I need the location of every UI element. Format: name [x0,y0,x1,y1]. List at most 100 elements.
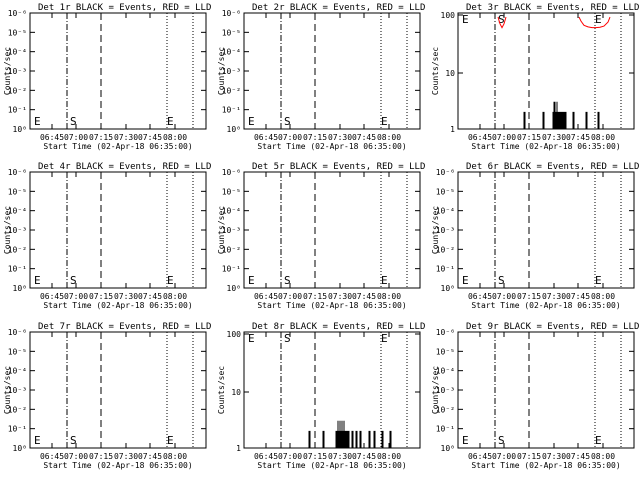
event-marker-label: S [498,434,505,447]
x-tick-label: 07:30 [542,452,566,461]
panel-title: Det 5r BLACK = Events, RED = LLD [252,162,425,172]
event-marker-label: E [462,434,469,447]
event-marker-label: E [381,332,388,345]
x-tick-label: 07:00 [64,452,88,461]
y-tick-label: 1 [236,444,241,453]
x-tick-label: 06:45 [254,452,278,461]
x-tick-label: 07:30 [114,133,138,142]
y-tick-label: 10⁻⁶ [8,168,27,177]
plot-frame [457,171,635,289]
y-tick-label: 10⁻⁴ [8,207,27,216]
event-marker-label: E [34,274,41,287]
y-tick-label: 10⁻² [8,245,27,254]
x-tick-label: 08:00 [163,292,187,301]
x-tick-label: 07:45 [138,452,162,461]
event-marker-label: E [595,274,602,287]
x-tick-label: 07:15 [89,133,113,142]
plot-frame [29,331,207,449]
x-tick-label: 07:00 [64,292,88,301]
y-tick-label: 10⁻⁴ [8,367,27,376]
y-tick-label: 10⁻³ [436,226,455,235]
y-tick-label: 10 [231,388,241,397]
y-tick-label: 10⁻² [436,405,455,414]
x-tick-label: 06:45 [468,133,492,142]
x-tick-label: 06:45 [40,133,64,142]
x-tick-label: 08:00 [377,292,401,301]
x-tick-label: 08:00 [377,452,401,461]
plot-frame [243,331,421,449]
x-tick-label: 06:45 [40,452,64,461]
y-tick-label: 10⁻⁴ [436,367,455,376]
y-tick-label: 10⁻² [222,245,241,254]
y-tick-label: 10⁻³ [436,386,455,395]
y-axis-label: Counts/sec [3,47,12,95]
event-marker-label: E [34,115,41,128]
x-axis-label: Start Time (02-Apr-18 06:35:00) [471,461,620,470]
x-tick-label: 07:45 [352,452,376,461]
x-tick-label: 06:45 [40,292,64,301]
data-series-line [523,101,600,130]
y-axis-label: Counts/sec [431,47,440,95]
y-tick-label: 10⁻¹ [222,265,241,274]
x-axis-label: Start Time (02-Apr-18 06:35:00) [471,301,620,310]
x-tick-label: 07:15 [303,452,327,461]
y-tick-label: 10⁻¹ [222,106,241,115]
event-marker-label: E [595,434,602,447]
event-marker-label: S [70,434,77,447]
plot-frame [29,171,207,289]
panel-title: Det 8r BLACK = Events, RED = LLD [252,322,425,332]
event-marker-label: E [248,115,255,128]
y-tick-label: 10⁻² [8,405,27,414]
y-tick-label: 10⁻⁵ [8,187,27,196]
y-tick-label: 1 [450,125,455,134]
event-marker-label: E [167,274,174,287]
event-marker-label: E [381,274,388,287]
x-tick-label: 07:00 [278,292,302,301]
panel-title: Det 2r BLACK = Events, RED = LLD [252,3,425,13]
x-tick-label: 07:30 [542,133,566,142]
plot-frame [457,12,635,130]
y-tick-label: 10⁰ [13,125,27,134]
x-tick-label: 07:00 [492,133,516,142]
x-axis-label: Start Time (02-Apr-18 06:35:00) [43,301,192,310]
y-tick-label: 10⁻¹ [436,425,455,434]
event-marker-label: E [248,332,255,345]
x-tick-label: 06:45 [468,452,492,461]
panel-det-3r: Det 3r BLACK = Events, RED = LLD 1 10 100 Co… [431,3,639,151]
y-tick-label: 10⁻⁴ [222,207,241,216]
y-tick-label: 10⁻³ [222,67,241,76]
event-marker-label: S [284,332,291,345]
y-tick-label: 10⁰ [13,284,27,293]
x-tick-label: 06:45 [254,133,278,142]
plot-frame [243,171,421,289]
event-marker-label: E [167,115,174,128]
y-tick-label: 10⁻³ [8,226,27,235]
x-tick-label: 07:45 [352,292,376,301]
x-tick-label: 07:00 [492,292,516,301]
y-tick-label: 10⁻⁶ [222,168,241,177]
x-tick-label: 08:00 [591,292,615,301]
y-tick-label: 10⁻³ [8,67,27,76]
y-tick-label: 10⁻¹ [436,265,455,274]
y-tick-label: 10⁻¹ [8,265,27,274]
panel-title: Det 7r BLACK = Events, RED = LLD [38,322,211,332]
y-tick-label: 10⁻⁶ [8,9,27,18]
panel-det-1r: Det 1r BLACK = Events, RED = LLD 10⁰ 10⁻¹ 1… [3,3,211,151]
x-tick-label: 07:45 [138,133,162,142]
y-tick-label: 10⁻⁶ [8,328,27,337]
y-tick-label: 10⁻¹ [8,425,27,434]
x-tick-label: 08:00 [591,452,615,461]
panel-det-7r: Det 7r BLACK = Events, RED = LLD 10⁰ 10⁻¹ 1… [3,322,211,470]
panel-det-5r: Det 5r BLACK = Events, RED = LLD 10⁰ 10⁻¹ 1… [217,162,425,310]
y-tick-label: 100 [441,11,456,20]
x-tick-label: 07:30 [114,292,138,301]
x-tick-label: 07:15 [303,133,327,142]
event-marker-label: E [595,13,602,26]
y-tick-label: 10⁻⁶ [436,168,455,177]
y-tick-label: 10⁻⁵ [222,28,241,37]
y-tick-label: 10 [445,69,455,78]
y-tick-label: 10⁻⁶ [222,9,241,18]
y-axis-label: Counts/sec [431,206,440,254]
x-axis-label: Start Time (02-Apr-18 06:35:00) [257,461,406,470]
